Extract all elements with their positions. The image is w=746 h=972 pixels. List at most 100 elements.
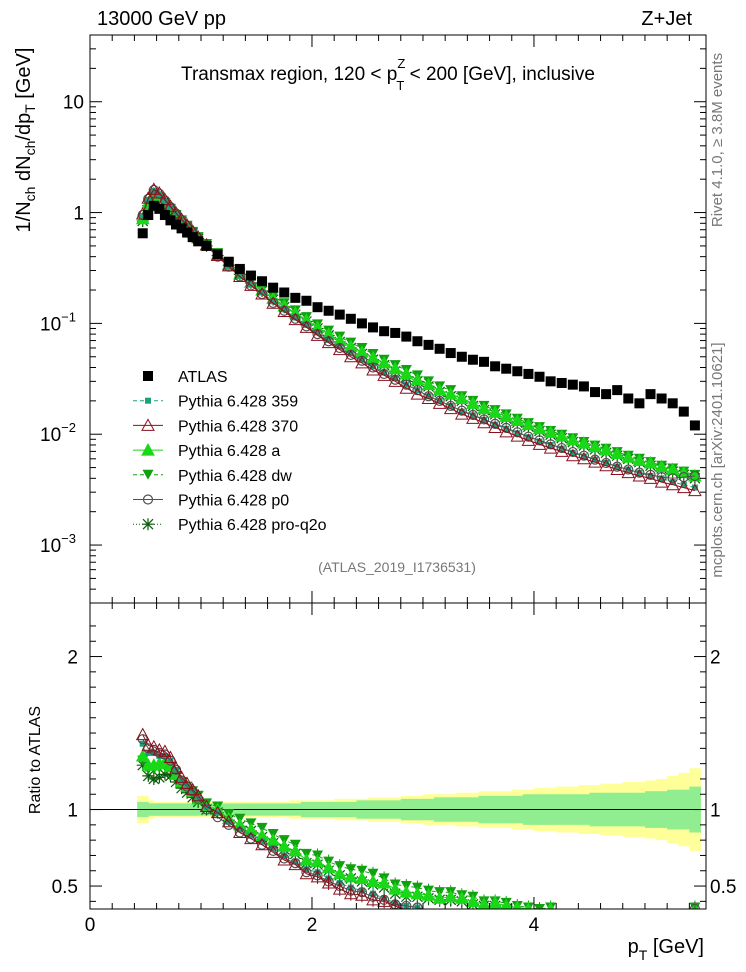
point-pp0 (512, 427, 523, 438)
ratio-point-p370 (377, 894, 391, 907)
ratio-point-p370 (277, 852, 292, 866)
point-pp0 (456, 405, 467, 416)
ratio-point-p370 (163, 750, 178, 764)
ytick-base: 10 (63, 93, 84, 114)
ylabel-b-sub: ch (22, 141, 38, 156)
point-atlas (456, 351, 467, 362)
point-atlas (656, 393, 667, 404)
ratio-point-p359 (303, 866, 310, 873)
point-atlas (445, 348, 456, 359)
ratio-point-p370 (332, 882, 347, 895)
title-pre: Transmax region, 120 < p (181, 64, 397, 85)
point-p370 (610, 462, 625, 476)
series-pp0 (137, 184, 701, 484)
point-p359 (281, 306, 288, 313)
point-p359 (458, 408, 465, 415)
ratio-point-pa (421, 888, 436, 901)
point-atlas (356, 318, 367, 329)
xlabel-pre: p (628, 936, 639, 958)
point-atlas (268, 282, 279, 293)
ratio-point-p370 (266, 845, 280, 858)
analysis-watermark: (ATLAS_2019_I1736531) (318, 559, 476, 575)
ratio-point-p370 (185, 782, 200, 796)
ratio-point-p370 (169, 761, 183, 774)
point-p370 (388, 374, 403, 387)
point-p370 (152, 185, 167, 199)
legend-label-p370: Pythia 6.428 370 (178, 418, 298, 435)
point-atlas (201, 240, 212, 251)
point-atlas (154, 203, 165, 214)
ratio-series-pa (135, 748, 699, 909)
point-p370 (288, 312, 303, 326)
ratio-point-p370 (199, 799, 214, 812)
ratio-point-p370 (288, 857, 303, 871)
point-p370 (577, 451, 591, 465)
ratio-ytick-label-right: 1 (710, 801, 721, 822)
ratio-xtick-label: 4 (529, 915, 540, 936)
point-atlas (368, 322, 379, 333)
legend-marker-p370 (141, 418, 155, 431)
ratio-point-pa (288, 843, 303, 857)
point-p359 (270, 298, 277, 305)
ratio-point-pa (388, 882, 403, 895)
point-p359 (536, 438, 543, 445)
point-p370 (158, 192, 172, 206)
point-pp0 (490, 418, 501, 429)
point-p359 (547, 441, 554, 448)
ytick-base: 10 (40, 425, 61, 446)
legend-marker-pa (141, 443, 155, 456)
ratio-point-p370 (244, 831, 258, 845)
point-atlas (545, 376, 556, 387)
point-p370 (310, 328, 325, 341)
point-atlas (601, 389, 612, 400)
point-atlas (171, 219, 182, 230)
ratio-point-pp0 (401, 900, 412, 909)
point-atlas (645, 389, 656, 400)
point-p370 (443, 401, 458, 415)
point-pp0 (467, 409, 479, 421)
ratio-frame (89, 602, 707, 910)
ratio-point-p370 (221, 814, 236, 828)
ratio-point-p370 (343, 886, 358, 900)
legend-entry-pq2o: Pythia 6.428 pro-q2o (133, 517, 327, 534)
point-pa (510, 413, 525, 426)
point-p359 (492, 421, 499, 428)
title-sub: T (396, 78, 404, 93)
point-atlas (523, 368, 534, 379)
point-atlas (245, 270, 256, 281)
ratio-point-p370 (310, 869, 325, 883)
point-atlas (323, 305, 334, 316)
point-atlas (334, 309, 345, 320)
point-pa (543, 425, 558, 438)
point-p370 (665, 477, 680, 491)
ratio-point-p359 (247, 832, 254, 839)
ratio-line-p359 (142, 743, 425, 909)
ratio-point-p370 (158, 744, 172, 757)
point-pa (377, 355, 391, 369)
point-pp0 (401, 379, 412, 390)
point-pa (588, 439, 602, 453)
ylabel-a: 1/N (13, 201, 35, 232)
ratio-point-pa (277, 839, 292, 852)
point-p370 (355, 355, 369, 369)
rivet-label: Rivet 4.1.0, ≥ 3.8M events (709, 53, 726, 227)
point-atlas (148, 200, 159, 211)
legend-marker-p359 (145, 397, 151, 404)
ylabel-d: [GeV] (13, 48, 35, 105)
ytick-base: 10 (40, 314, 61, 335)
ratio-line-pa (142, 755, 695, 909)
title-sup: Z (397, 56, 405, 71)
ratio-point-pdw (345, 864, 357, 875)
ratio-point-pdw (367, 868, 379, 879)
ratio-point-pa (512, 900, 522, 909)
point-atlas (623, 393, 634, 404)
point-p359 (392, 375, 399, 382)
panel-title: Transmax region, 120 < pZ T < 200 [GeV], … (181, 56, 595, 93)
main-ytick-label: 10−2 (40, 420, 76, 446)
ratio-point-pq2o (181, 786, 194, 799)
point-p359 (247, 281, 254, 288)
ytick-exp: −1 (61, 309, 76, 324)
ratio-point-p359 (150, 749, 157, 756)
point-pa (466, 396, 480, 409)
ratio-point-pa (500, 898, 512, 909)
